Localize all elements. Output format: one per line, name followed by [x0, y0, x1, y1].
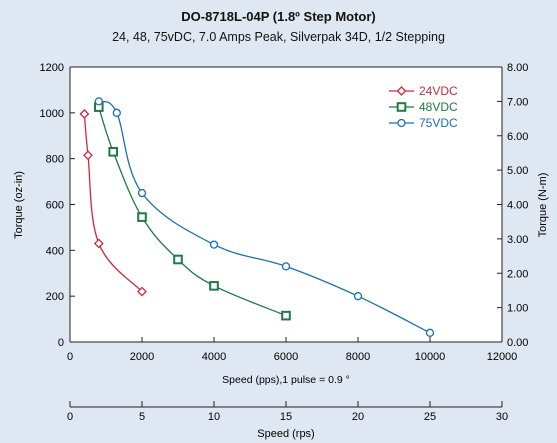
data-point-24vdc [83, 150, 93, 161]
legend-label-24vdc: 24VDC [419, 84, 458, 98]
data-point-24vdc [79, 109, 90, 119]
y2-tick-label: 7.00 [507, 96, 528, 108]
y2-tick-label: 5.00 [507, 165, 528, 177]
series-line-24vdc [83, 113, 143, 293]
x2-tick-label: 5 [139, 411, 145, 423]
y-tick-label: 400 [46, 245, 64, 257]
data-point-24vdc [137, 286, 147, 297]
data-point-48vdc [108, 146, 119, 157]
legend-label-75vdc: 75VDC [419, 116, 458, 130]
y2-tick-label: 8.00 [507, 62, 528, 74]
legend-label-48vdc: 48VDC [419, 100, 458, 114]
x-tick-label: 4000 [202, 351, 226, 363]
y2-axis-label: Torque (N-m) [537, 173, 549, 238]
x2-tick-label: 10 [208, 411, 220, 423]
data-point-48vdc [209, 281, 219, 291]
y-tick-label: 200 [46, 291, 64, 303]
y-tick-label: 0 [58, 337, 64, 349]
legend-marker-24vdc [396, 86, 407, 96]
x2-axis-label: Speed (rps) [257, 428, 314, 440]
data-point-48vdc [137, 212, 147, 222]
x-tick-label: 10000 [415, 351, 446, 363]
x-tick-label: 8000 [346, 351, 370, 363]
data-point-75vdc [94, 97, 103, 106]
x-tick-label: 12000 [487, 351, 518, 363]
data-point-48vdc [281, 310, 291, 321]
x2-tick-label: 25 [424, 411, 436, 423]
x2-tick-label: 30 [496, 411, 508, 423]
x-axis-label: Speed (pps),1 pulse = 0.9 ° [222, 374, 350, 386]
y2-tick-label: 2.00 [507, 268, 528, 280]
data-point-75vdc [112, 108, 121, 117]
y2-tick-label: 3.00 [507, 234, 528, 246]
x-tick-label: 2000 [130, 351, 154, 363]
y2-tick-label: 0.00 [507, 337, 528, 349]
y2-tick-label: 6.00 [507, 131, 528, 143]
data-point-75vdc [281, 262, 291, 271]
chart-title: DO-8718L-04P (1.8º Step Motor) [181, 9, 376, 24]
y-tick-label: 1000 [40, 108, 64, 120]
data-point-75vdc [209, 240, 219, 249]
legend-marker-75vdc [397, 118, 406, 128]
x-tick-label: 6000 [274, 351, 298, 363]
data-point-75vdc [353, 292, 363, 301]
legend-marker-48vdc [396, 102, 407, 112]
x2-tick-label: 0 [67, 411, 73, 423]
y-axis-label: Torque (oz-in) [13, 171, 25, 239]
data-point-24vdc [93, 238, 104, 249]
x2-tick-label: 15 [280, 411, 292, 423]
data-point-48vdc [173, 254, 183, 265]
y-tick-label: 1200 [40, 62, 64, 74]
chart-subtitle: 24, 48, 75vDC, 7.0 Amps Peak, Silverpak … [112, 30, 445, 44]
y-tick-label: 800 [46, 154, 64, 166]
x2-tick-label: 20 [352, 411, 364, 423]
x-tick-label: 0 [67, 351, 73, 363]
data-point-75vdc [137, 188, 147, 198]
y-tick-label: 600 [46, 200, 64, 212]
y2-tick-label: 4.00 [507, 200, 528, 212]
y2-tick-label: 1.00 [507, 303, 528, 315]
data-point-75vdc [425, 328, 435, 337]
